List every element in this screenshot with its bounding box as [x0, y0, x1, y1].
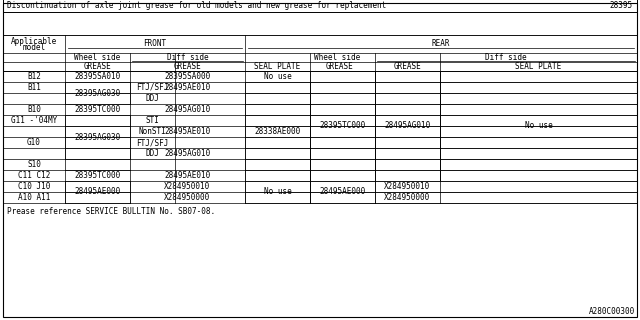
Text: No use: No use [264, 188, 291, 196]
Text: No use: No use [525, 122, 552, 131]
Bar [65, 82, 130, 104]
Text: REAR: REAR [432, 39, 451, 49]
Text: C10 J10: C10 J10 [18, 182, 50, 191]
Text: 28495AG010: 28495AG010 [385, 122, 431, 131]
Text: Wheel side: Wheel side [314, 53, 360, 62]
Text: FTJ/SFJ: FTJ/SFJ [136, 83, 169, 92]
Bar [3, 0, 637, 12]
Text: DDJ: DDJ [145, 94, 159, 103]
Text: GREASE: GREASE [84, 62, 111, 71]
Bar [3, 35, 637, 71]
Text: 28395TC000: 28395TC000 [319, 122, 365, 131]
Bar [245, 82, 310, 181]
Text: X284950010: X284950010 [385, 182, 431, 191]
Text: 28495AG010: 28495AG010 [164, 105, 211, 114]
Text: 28495AE010: 28495AE010 [164, 83, 211, 92]
Text: G10: G10 [27, 138, 41, 147]
Text: Diff side: Diff side [485, 53, 527, 62]
Text: 28338AE000: 28338AE000 [254, 127, 301, 136]
Text: Applicable: Applicable [11, 36, 57, 45]
Text: GREASE: GREASE [173, 62, 202, 71]
Text: No use: No use [264, 72, 291, 81]
Text: 28495AE010: 28495AE010 [164, 171, 211, 180]
Text: G11 -'04MY: G11 -'04MY [11, 116, 57, 125]
Bar [65, 115, 130, 159]
Text: 28395SA010: 28395SA010 [74, 72, 120, 81]
Bar [245, 181, 310, 203]
Text: GREASE: GREASE [394, 62, 421, 71]
Text: 28495AE000: 28495AE000 [74, 188, 120, 196]
Text: STI: STI [145, 116, 159, 125]
Text: FRONT: FRONT [143, 39, 166, 49]
Text: 28395AG030: 28395AG030 [74, 132, 120, 141]
Text: NonSTI: NonSTI [139, 127, 166, 136]
Bar [375, 71, 440, 181]
Text: S10: S10 [27, 160, 41, 169]
Text: 28395TC000: 28395TC000 [74, 171, 120, 180]
Text: X284950000: X284950000 [164, 193, 211, 202]
Text: 28495AE000: 28495AE000 [319, 188, 365, 196]
Text: B10: B10 [27, 105, 41, 114]
Text: 28395SA000: 28395SA000 [164, 72, 211, 81]
Text: model: model [22, 44, 45, 52]
Text: 28395: 28395 [610, 1, 633, 10]
Text: Wheel side: Wheel side [74, 53, 120, 62]
Text: GREASE: GREASE [326, 62, 353, 71]
Text: FTJ/SFJ: FTJ/SFJ [136, 138, 169, 147]
Text: A280C00300: A280C00300 [589, 308, 635, 316]
Text: 28495AG010: 28495AG010 [164, 149, 211, 158]
Text: 28495AE010: 28495AE010 [164, 127, 211, 136]
Text: Prease reference SERVICE BULLTIN No. SB07-08.: Prease reference SERVICE BULLTIN No. SB0… [7, 207, 215, 217]
Bar [65, 181, 130, 203]
Text: SEAL PLATE: SEAL PLATE [254, 62, 301, 71]
Text: Discontinuation of axle joint grease for old models and new grease for replaceme: Discontinuation of axle joint grease for… [7, 1, 387, 10]
Bar [310, 181, 375, 203]
Text: B12: B12 [27, 72, 41, 81]
Bar [440, 71, 637, 181]
Text: X284950010: X284950010 [164, 182, 211, 191]
Text: Diff side: Diff side [166, 53, 208, 62]
Text: DDJ: DDJ [145, 149, 159, 158]
Text: C11 C12: C11 C12 [18, 171, 50, 180]
Text: A10 A11: A10 A11 [18, 193, 50, 202]
Bar [310, 71, 375, 181]
Text: 28395TC000: 28395TC000 [74, 105, 120, 114]
Text: X284950000: X284950000 [385, 193, 431, 202]
Text: 28395AG030: 28395AG030 [74, 89, 120, 98]
Text: B11: B11 [27, 83, 41, 92]
Text: SEAL PLATE: SEAL PLATE [515, 62, 562, 71]
